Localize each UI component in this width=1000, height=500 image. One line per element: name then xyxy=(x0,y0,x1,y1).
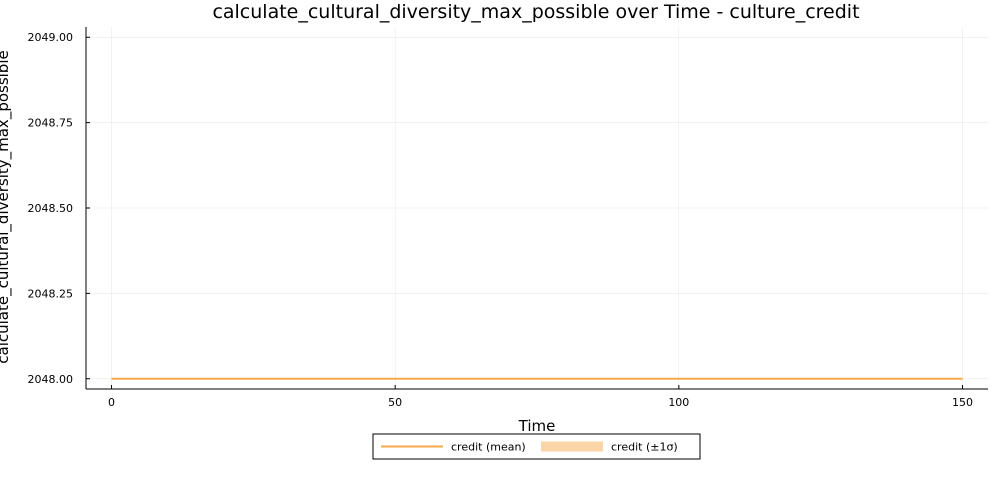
x-tick-label: 50 xyxy=(388,396,402,409)
legend: credit (mean) credit (±1σ) xyxy=(372,433,701,460)
y-tick-label: 2049.00 xyxy=(28,31,74,44)
y-tick-label: 2048.00 xyxy=(28,373,74,386)
x-tick-label: 150 xyxy=(952,396,973,409)
y-axis-title: calculate_cultural_diversity_max_possibl… xyxy=(0,50,13,363)
x-axis-title: Time xyxy=(518,417,556,435)
y-tick-label: 2048.50 xyxy=(28,202,74,215)
y-tick-label: 2048.25 xyxy=(28,287,74,300)
y-tick-label: 2048.75 xyxy=(28,117,74,130)
legend-band-label: credit (±1σ) xyxy=(611,441,678,454)
ticks: 0 50 100 150 2048.00 2048.25 2048.50 2048.75 204… xyxy=(28,31,973,409)
grid xyxy=(86,27,988,389)
chart-title: calculate_cultural_diversity_max_possibl… xyxy=(212,1,859,23)
x-tick-label: 0 xyxy=(108,396,115,409)
x-tick-label: 100 xyxy=(668,396,689,409)
legend-band-swatch xyxy=(541,441,603,452)
legend-mean-label: credit (mean) xyxy=(451,441,526,454)
